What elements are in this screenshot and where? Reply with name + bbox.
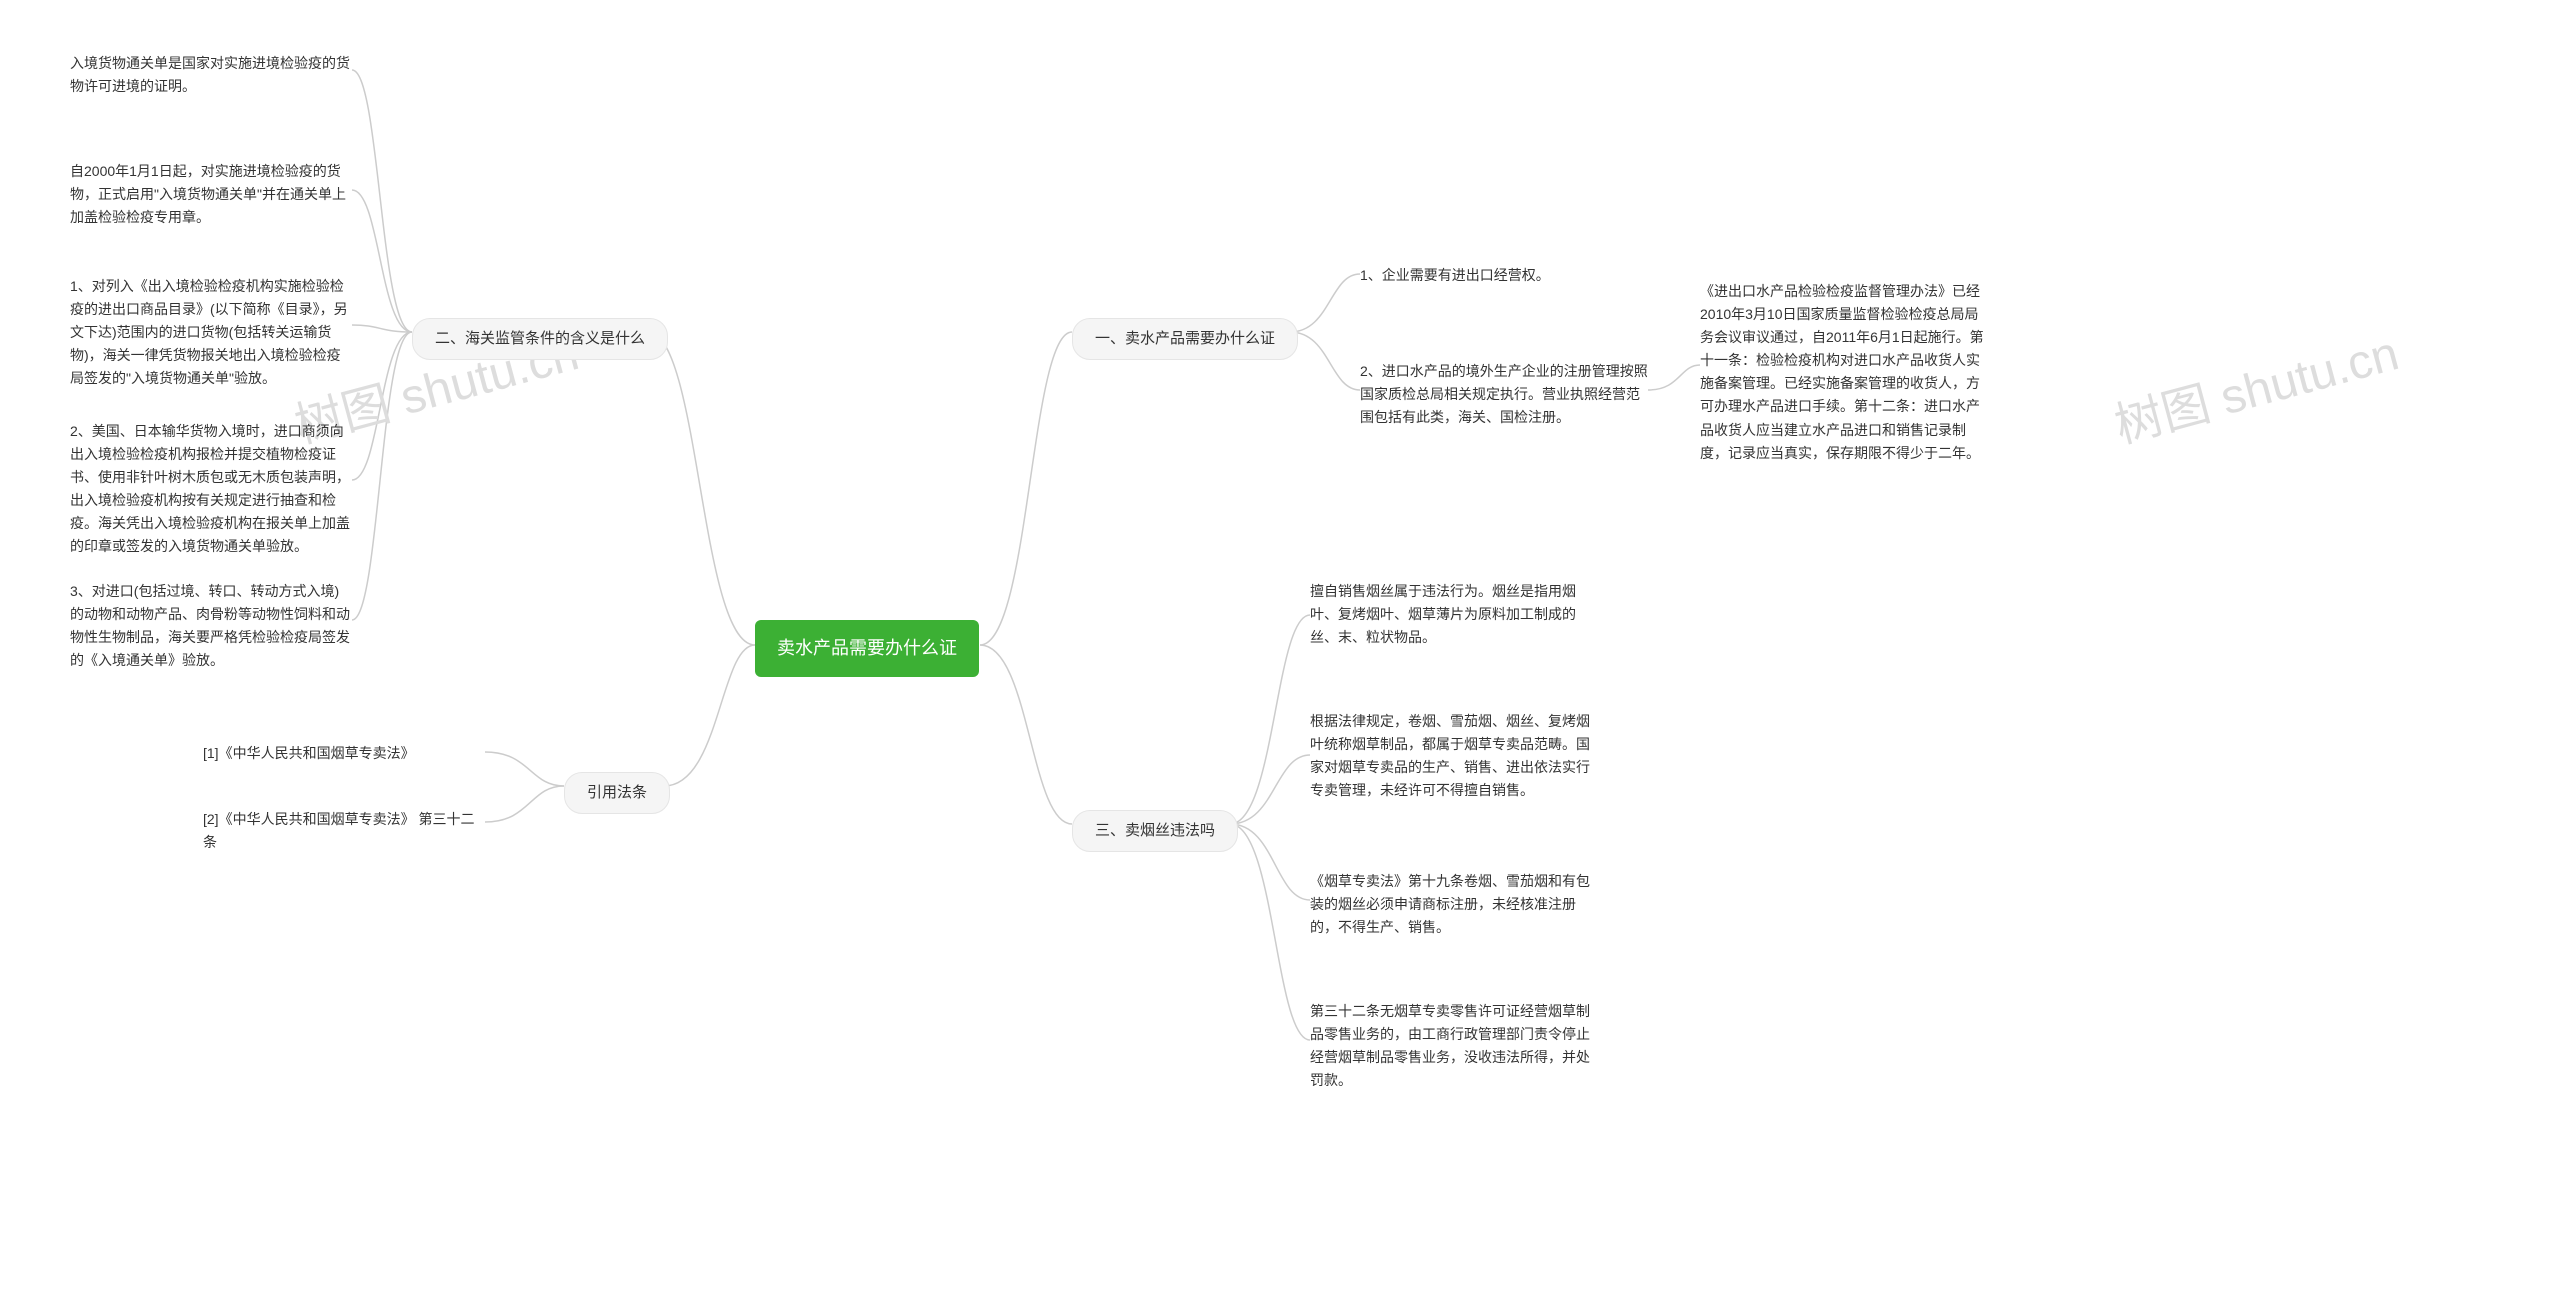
leaf-node-sub: 《进出口水产品检验检疫监督管理办法》已经2010年3月10日国家质量监督检验检疫… (1700, 280, 1990, 465)
leaf-node: [1]《中华人民共和国烟草专卖法》 (203, 742, 483, 765)
leaf-node: 1、对列入《出入境检验检疫机构实施检验检疫的进出口商品目录》(以下简称《目录》，… (70, 275, 350, 390)
leaf-node: 1、企业需要有进出口经营权。 (1360, 264, 1640, 287)
mindmap-canvas: 树图 shutu.cn 树图 shutu.cn 卖水产品需要办什么证 二、海关监… (0, 0, 2560, 1296)
leaf-node: 自2000年1月1日起，对实施进境检验疫的货物，正式启用"入境货物通关单"并在通… (70, 160, 350, 229)
center-node: 卖水产品需要办什么证 (755, 620, 979, 677)
leaf-node: [2]《中华人民共和国烟草专卖法》 第三十二条 (203, 808, 483, 854)
leaf-node: 《烟草专卖法》第十九条卷烟、雪茄烟和有包装的烟丝必须申请商标注册，未经核准注册的… (1310, 870, 1600, 939)
branch-left-1: 二、海关监管条件的含义是什么 (412, 318, 668, 360)
leaf-node: 擅自销售烟丝属于违法行为。烟丝是指用烟叶、复烤烟叶、烟草薄片为原料加工制成的丝、… (1310, 580, 1600, 649)
branch-left-2: 引用法条 (564, 772, 670, 814)
branch-right-2: 三、卖烟丝违法吗 (1072, 810, 1238, 852)
leaf-node: 第三十二条无烟草专卖零售许可证经营烟草制品零售业务的，由工商行政管理部门责令停止… (1310, 1000, 1600, 1092)
leaf-node: 2、进口水产品的境外生产企业的注册管理按照国家质检总局相关规定执行。营业执照经营… (1360, 360, 1650, 429)
branch-right-1: 一、卖水产品需要办什么证 (1072, 318, 1298, 360)
watermark: 树图 shutu.cn (2106, 314, 2405, 457)
connector-lines (0, 0, 2560, 1296)
leaf-node: 3、对进口(包括过境、转口、转动方式入境)的动物和动物产品、肉骨粉等动物性饲料和… (70, 580, 350, 672)
leaf-node: 入境货物通关单是国家对实施进境检验疫的货物许可进境的证明。 (70, 52, 350, 98)
leaf-node: 2、美国、日本输华货物入境时，进口商须向出入境检验检疫机构报检并提交植物检疫证书… (70, 420, 350, 559)
leaf-node: 根据法律规定，卷烟、雪茄烟、烟丝、复烤烟叶统称烟草制品，都属于烟草专卖品范畴。国… (1310, 710, 1600, 802)
